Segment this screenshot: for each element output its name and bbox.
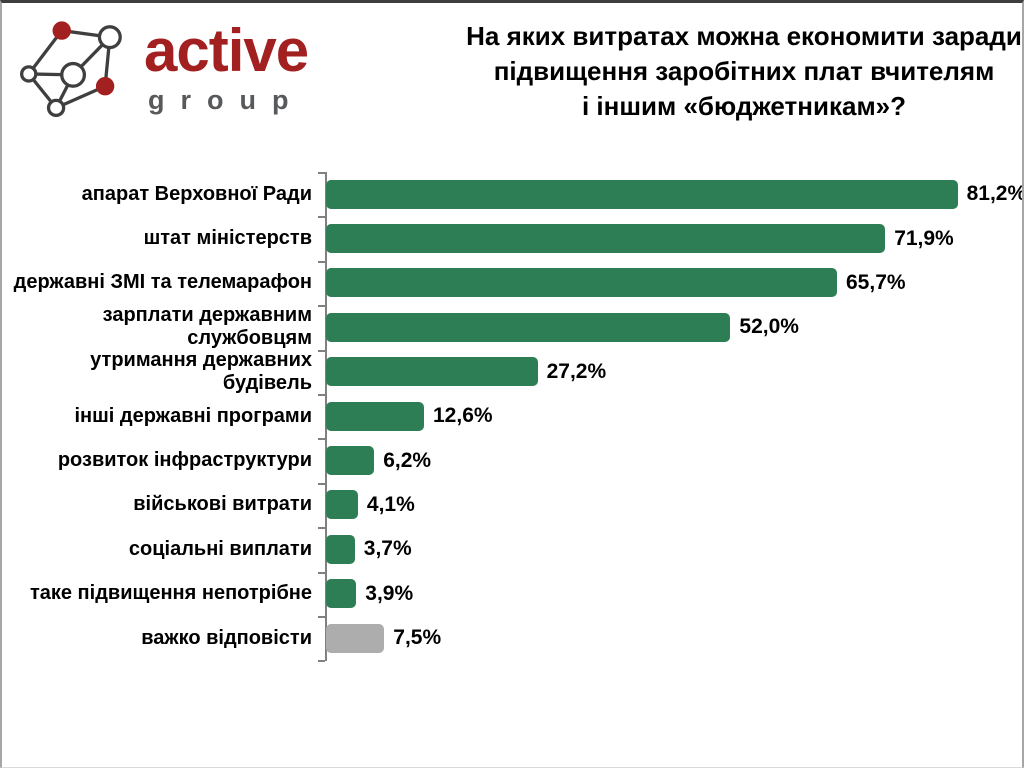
category-label: таке підвищення непотрібне	[29, 582, 312, 605]
axis-tick	[318, 260, 325, 263]
chart-title: На яких витратах можна економити заради …	[464, 19, 1022, 124]
chart-row: штат міністерств 71,9%	[2, 216, 1022, 260]
chart-row: важко відповісти 7,5%	[2, 616, 1022, 660]
bar-chart: апарат Верховної Ради 81,2% штат міністерс…	[2, 172, 1024, 663]
category-label: зарплати державним службовцям	[102, 304, 312, 350]
bar	[326, 401, 424, 431]
axis-tick	[318, 438, 325, 441]
bar	[326, 312, 731, 342]
chart-row: апарат Верховної Ради 81,2%	[2, 172, 1024, 216]
value-label: 65,7%	[846, 270, 906, 294]
chart-row: військові витрати 4,1%	[2, 483, 1022, 527]
chart-title-line-2: підвищення заробітних плат вчителям	[493, 56, 995, 86]
category-label: військові витрати	[133, 493, 312, 516]
bar	[326, 357, 538, 387]
category-label: штат міністерств	[143, 227, 312, 250]
chart-row: соціальні виплати 3,7%	[2, 527, 1022, 571]
bar	[326, 579, 357, 609]
axis-tick	[318, 660, 325, 663]
chart-row: таке підвищення непотрібне 3,9%	[2, 572, 1022, 616]
axis-tick	[318, 482, 325, 485]
chart-title-line-3: і іншим «бюджетникам»?	[581, 91, 907, 121]
category-label: апарат Верховної Ради	[81, 182, 312, 205]
value-label: 12,6%	[433, 404, 493, 428]
bar	[326, 268, 837, 298]
value-label: 3,9%	[365, 581, 414, 605]
bar-no-answer	[326, 623, 385, 653]
axis-tick	[318, 527, 325, 530]
value-label: 7,5%	[393, 626, 442, 650]
chart-row: державні ЗМІ та телемарафон 65,7%	[2, 261, 1022, 305]
value-label: 81,2%	[966, 182, 1024, 206]
value-label: 4,1%	[366, 492, 415, 516]
chart-row: зарплати державним службовцям 52,0%	[2, 304, 1022, 350]
logo-brand-text: active	[144, 17, 309, 84]
value-label: 71,9%	[894, 226, 954, 250]
chart-rows: апарат Верховної Ради 81,2% штат міністерс…	[2, 172, 1024, 660]
axis-tick	[318, 305, 325, 308]
value-label: 6,2%	[383, 448, 432, 472]
logo-wordmark: active group	[144, 7, 309, 116]
value-label: 52,0%	[739, 315, 799, 339]
value-label: 3,7%	[363, 537, 412, 561]
bar	[326, 179, 958, 209]
chart-row: розвиток інфраструктури 6,2%	[2, 438, 1022, 482]
value-label: 27,2%	[546, 359, 607, 383]
axis-tick	[318, 616, 325, 618]
chart-row: інші державні програми 12,6%	[2, 394, 1022, 438]
category-label: важко відповісти	[141, 626, 312, 649]
bar	[326, 224, 886, 254]
logo-subbrand-text: group	[148, 85, 305, 115]
axis-tick	[318, 571, 325, 574]
category-label: інші державні програми	[74, 404, 313, 427]
category-label: соціальні виплати	[128, 537, 312, 560]
axis-tick	[318, 172, 325, 174]
active-group-logo: active group	[8, 7, 309, 139]
bar	[326, 490, 358, 520]
chart-title-line-1: На яких витратах можна економити заради	[466, 21, 1022, 51]
category-label: державні ЗМІ та телемарафон	[13, 271, 312, 294]
bar	[326, 446, 375, 476]
chart-row: утримання державних будівель 27,2%	[2, 348, 1022, 394]
axis-tick	[318, 349, 325, 352]
category-label: розвиток інфраструктури	[57, 449, 312, 472]
axis-tick	[318, 394, 325, 396]
network-graph-icon	[20, 21, 122, 118]
bar	[326, 534, 355, 564]
axis-tick	[318, 216, 325, 219]
category-label: утримання державних будівель	[90, 348, 312, 394]
